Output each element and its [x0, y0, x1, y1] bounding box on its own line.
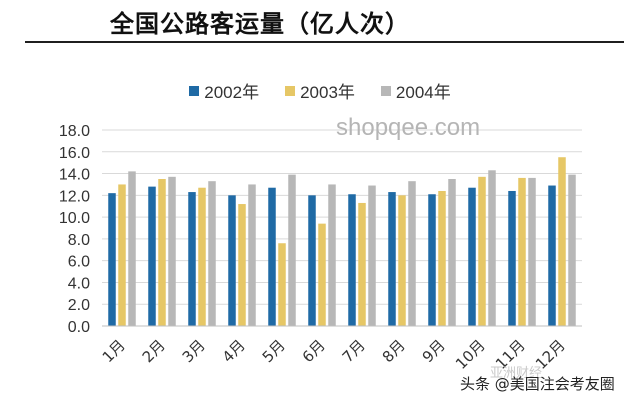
legend-label: 2003年 — [300, 83, 355, 102]
y-tick-label: 6.0 — [68, 254, 90, 271]
bar — [268, 187, 276, 326]
bar — [198, 187, 206, 326]
bar — [488, 170, 496, 326]
watermark-text: shopqee.com — [336, 114, 481, 141]
x-tick-label: 5月 — [259, 336, 289, 366]
source-credit: 头条 @美国注会考友圈 — [460, 375, 615, 393]
bar — [148, 186, 156, 326]
title-divider — [25, 41, 624, 43]
bar — [248, 184, 256, 326]
bar — [468, 187, 476, 326]
bar — [558, 157, 566, 326]
legend-swatch — [189, 85, 200, 96]
bar — [228, 195, 236, 326]
y-tick-label: 12.0 — [59, 188, 90, 205]
x-tick-label: 7月 — [339, 336, 369, 366]
bar — [238, 204, 246, 326]
bar — [528, 177, 536, 326]
bar — [568, 174, 576, 326]
legend-item: 2003年 — [285, 78, 355, 103]
x-tick-label: 6月 — [299, 336, 329, 366]
x-tick-label: 8月 — [379, 336, 409, 366]
y-tick-label: 8.0 — [68, 232, 90, 249]
legend-label: 2004年 — [395, 83, 451, 102]
bar — [188, 192, 196, 326]
y-tick-label: 0.0 — [68, 319, 90, 336]
bar — [278, 243, 286, 326]
bar — [408, 181, 416, 326]
legend-label: 2002年 — [204, 83, 260, 102]
bar — [478, 176, 486, 326]
bar — [308, 195, 316, 326]
bar — [108, 193, 116, 326]
legend-swatch — [285, 85, 296, 96]
bar — [318, 223, 326, 326]
x-tick-label: 10月 — [452, 336, 489, 373]
bar — [118, 184, 126, 326]
y-tick-label: 4.0 — [68, 275, 90, 292]
x-tick-label: 9月 — [419, 336, 449, 366]
bar — [358, 202, 366, 326]
bar — [428, 194, 436, 326]
y-tick-label: 14.0 — [59, 167, 90, 184]
x-tick-label: 2月 — [139, 336, 169, 366]
bar — [288, 174, 296, 326]
y-tick-label: 2.0 — [68, 297, 90, 314]
bar — [448, 179, 456, 326]
legend-item: 2004年 — [380, 78, 451, 103]
y-tick-label: 18.0 — [59, 123, 90, 140]
legend-swatch — [380, 85, 391, 96]
x-tick-label: 1月 — [99, 336, 129, 366]
bar — [328, 184, 336, 326]
x-tick-label: 4月 — [219, 336, 249, 366]
bar — [348, 194, 356, 326]
footer-watermark: 亚洲财经 — [490, 366, 543, 381]
chart-legend: 2002年 2003年 2004年 — [0, 78, 640, 103]
legend-item: 2002年 — [189, 78, 259, 103]
x-tick-label: 3月 — [179, 336, 209, 366]
bar — [208, 181, 216, 326]
bar — [168, 176, 176, 326]
bar — [438, 190, 446, 326]
bar — [398, 195, 406, 326]
bar — [508, 190, 516, 326]
bar — [518, 177, 526, 326]
y-tick-label: 10.0 — [59, 210, 90, 227]
bar — [368, 185, 376, 326]
bar — [128, 171, 136, 326]
bar — [548, 185, 556, 326]
y-tick-label: 16.0 — [59, 145, 90, 162]
bar — [388, 192, 396, 326]
bar — [158, 179, 166, 326]
chart-title: 全国公路客运量（亿人次） — [110, 10, 410, 38]
